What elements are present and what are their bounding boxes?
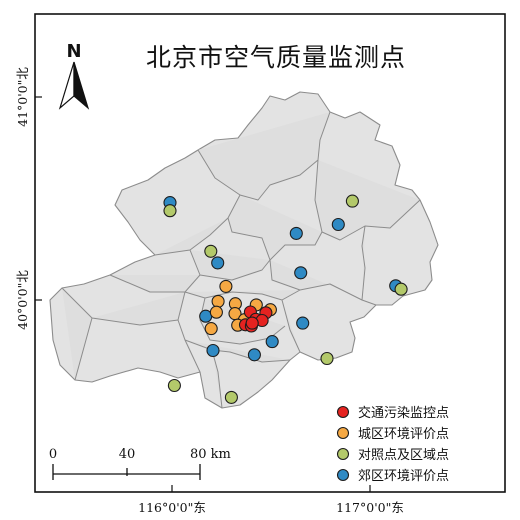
north-label: N <box>66 41 81 62</box>
station-urban-1 <box>219 279 233 293</box>
legend: 交通污染监控点 城区环境评价点 对照点及区域点 郊区环境评价点 <box>336 405 449 484</box>
station-suburban-2 <box>211 256 225 270</box>
station-suburban-10 <box>296 316 310 330</box>
station-control-4 <box>394 282 408 296</box>
station-urban-6 <box>209 305 223 319</box>
legend-swatch-traffic <box>336 405 350 419</box>
station-suburban-8 <box>206 343 220 358</box>
scale-label-40: 40 <box>119 447 136 462</box>
station-traffic-7 <box>245 316 259 330</box>
legend-label-traffic: 交通污染监控点 <box>358 405 449 421</box>
map-title: 北京市空气质量监测点 <box>146 43 406 72</box>
station-control-2 <box>163 204 177 218</box>
station-control-6 <box>167 378 181 393</box>
legend-swatch-suburban <box>336 468 350 482</box>
station-suburban-11 <box>247 348 261 362</box>
station-urban-2 <box>211 294 225 308</box>
legend-item-suburban: 郊区环境评价点 <box>336 468 449 484</box>
legend-item-control: 对照点及区域点 <box>336 447 449 463</box>
station-control-1 <box>204 244 218 258</box>
station-control-3 <box>345 194 359 208</box>
legend-swatch-control <box>336 447 350 461</box>
monitoring-stations <box>163 194 408 404</box>
station-control-5 <box>320 351 334 366</box>
scale-label-80: 80 km <box>190 447 231 462</box>
north-arrow-icon: N <box>58 41 90 110</box>
station-urban-9 <box>204 322 218 336</box>
station-suburban-3 <box>289 226 303 240</box>
scale-bar: 0 40 80 km <box>49 447 231 480</box>
graticule: 41°0'0"北 40°0'0"北 116°0'0"东 117°0'0"东 <box>15 67 404 515</box>
legend-item-urban: 城区环境评价点 <box>336 426 449 442</box>
lon-label-117: 117°0'0"东 <box>336 500 404 515</box>
scale-label-0: 0 <box>49 447 57 462</box>
station-suburban-4 <box>331 217 345 232</box>
station-control-7 <box>224 390 238 404</box>
beijing-districts <box>49 91 439 409</box>
lat-label-41: 41°0'0"北 <box>15 67 30 127</box>
district-lines <box>61 111 421 409</box>
legend-swatch-urban <box>336 426 350 440</box>
legend-label-urban: 城区环境评价点 <box>358 427 449 442</box>
station-suburban-5 <box>294 266 308 280</box>
legend-label-suburban: 郊区环境评价点 <box>358 468 449 484</box>
lon-label-116: 116°0'0"东 <box>138 500 206 515</box>
station-suburban-9 <box>265 335 279 349</box>
lat-label-40: 40°0'0"北 <box>15 270 30 330</box>
legend-label-control: 对照点及区域点 <box>358 448 449 463</box>
map-frame <box>34 13 506 493</box>
legend-item-traffic: 交通污染监控点 <box>336 405 449 421</box>
